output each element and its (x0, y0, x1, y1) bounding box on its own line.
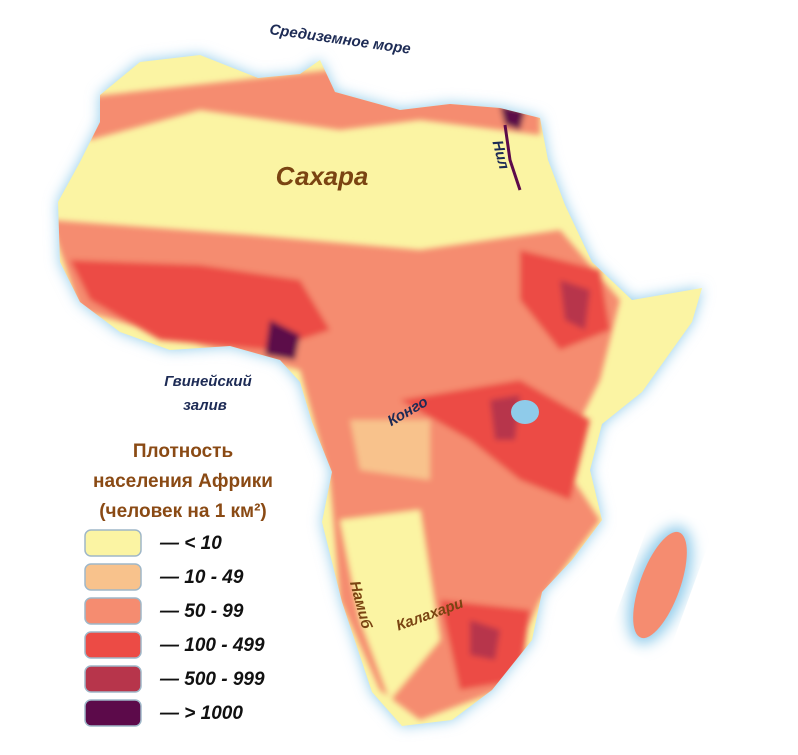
legend-label: — 100 - 499 (159, 635, 265, 656)
sea-label: Средиземное море (268, 21, 411, 58)
legend-title: населения Африки (93, 471, 273, 492)
legend-label: — 50 - 99 (159, 601, 244, 622)
legend-title: (человек на 1 км²) (99, 501, 267, 522)
legend-label: — < 10 (159, 533, 222, 554)
nile-river (503, 124, 522, 191)
density-regions (58, 70, 620, 720)
legend: Плотность населения Африки (человек на 1 к… (84, 441, 273, 727)
legend-swatch (84, 563, 142, 591)
legend-label: — 10 - 49 (159, 567, 244, 588)
legend-swatch (84, 529, 142, 557)
legend-swatch (84, 631, 142, 659)
legend-swatch (84, 665, 142, 693)
legend-label: — 500 - 999 (159, 669, 265, 690)
gulf-label: залив (183, 397, 227, 414)
lake-victoria (511, 400, 539, 424)
madagascar (633, 531, 687, 639)
legend-title: Плотность (133, 441, 233, 462)
legend-swatch (84, 597, 142, 625)
gulf-label: Гвинейский (164, 373, 252, 390)
legend-label: — > 1000 (159, 703, 243, 724)
legend-swatch (84, 699, 142, 727)
sahara-label: Сахара (276, 161, 369, 191)
